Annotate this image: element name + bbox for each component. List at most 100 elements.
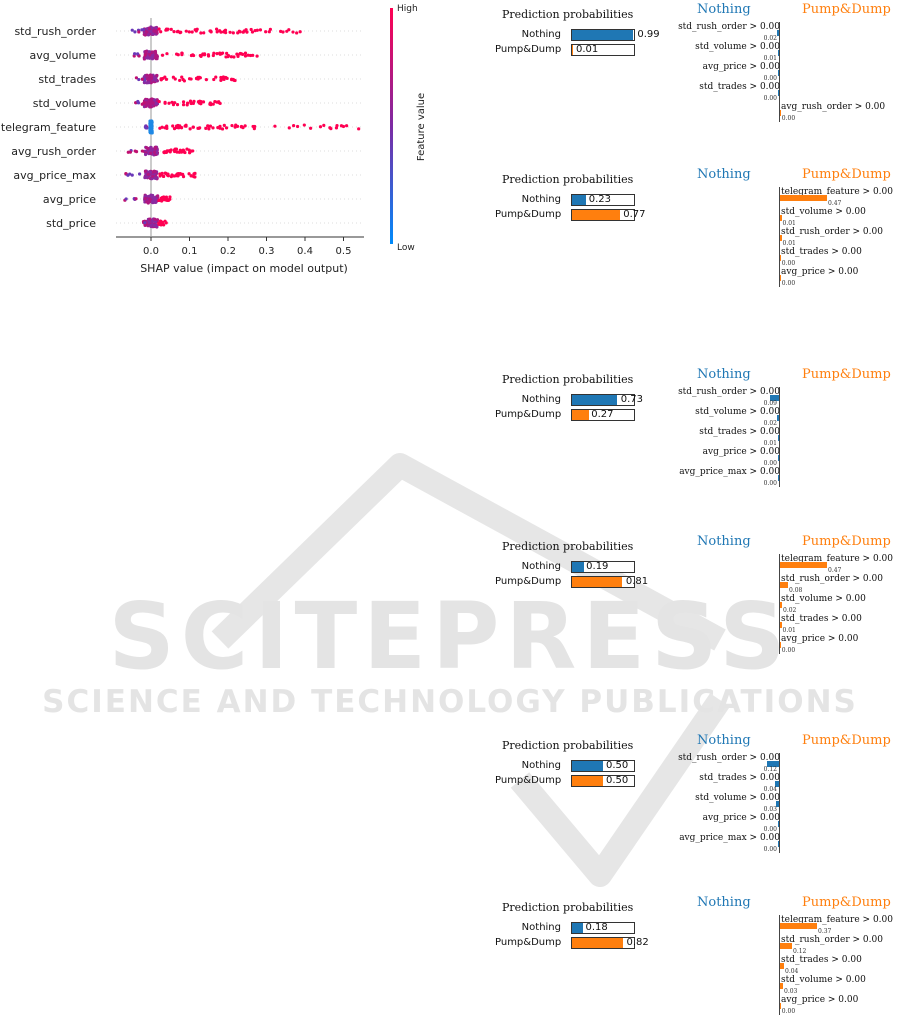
probability-label-nothing: Nothing [521,760,561,771]
feature-bar [767,761,779,767]
shap-feature-label: avg_rush_order [11,145,96,158]
class-header-pump: Pump&Dump [802,534,891,549]
shap-dot [241,30,245,34]
shap-dot [158,174,162,178]
shap-dot [130,173,134,177]
shap-dot [148,103,152,107]
feature-value: 0.47 [828,200,842,207]
shap-dot [148,27,152,31]
shap-dot [150,124,154,128]
shap-dot [243,51,248,55]
shap-dot [159,77,163,81]
shap-dot [185,101,190,105]
feature-bar [780,562,827,568]
shap-dot [145,27,149,31]
feature-value: 0.01 [763,440,777,447]
feature-bar [778,70,779,76]
shap-dot [237,29,241,33]
shap-x-tick-label: 0.0 [143,246,159,257]
probability-label-pump: Pump&Dump [495,209,562,220]
shap-dot [153,176,157,180]
feature-label: std_trades > 0.00 [781,614,862,624]
prediction-probabilities-title: Prediction probabilities [502,8,634,21]
shap-dot [149,77,153,81]
shap-dot [229,55,233,59]
feature-value: 0.02 [763,35,777,42]
feature-value: 0.01 [763,55,777,62]
shap-dot [172,126,177,131]
probability-bar-nothing [571,29,635,41]
explanation-axis [779,554,780,654]
shap-dot [143,53,147,57]
shap-dot [146,172,150,176]
shap-dot [134,197,138,201]
shap-dot [147,50,151,54]
shap-dot [143,176,147,180]
shap-dot [302,123,306,127]
shap-dot [255,54,259,58]
feature-value: 0.08 [789,587,803,594]
shap-dot [235,124,240,129]
shap-dot [172,30,176,34]
feature-value: 0.02 [783,607,797,614]
probability-bar-nothing [571,394,635,406]
shap-dot [208,124,213,128]
explanation-axis [779,187,780,287]
shap-feature-label: avg_volume [30,49,97,62]
shap-dot [165,52,169,56]
watermark-subtitle: SCIENCE AND TECHNOLOGY PUBLICATIONS [42,684,858,720]
shap-dot [155,225,159,229]
shap-dot [335,123,339,128]
shap-dot [193,175,197,179]
probability-label-pump: Pump&Dump [495,409,562,420]
probability-fill [572,562,584,572]
shap-dot [148,128,152,133]
shap-dot [191,125,195,129]
feature-value: 0.00 [781,1008,796,1015]
probability-label-pump: Pump&Dump [495,775,562,786]
shap-dot [222,123,226,127]
feature-label: std_rush_order > 0.00 [678,387,780,397]
probability-bar-nothing [571,922,635,934]
shap-dot [181,148,185,152]
shap-dots [123,25,361,229]
shap-dot [159,30,163,34]
shap-dot [149,29,153,34]
shap-dot [287,126,291,130]
shap-dot [197,101,201,105]
shap-dot [230,123,234,128]
shap-dot [253,124,257,129]
shap-dot [344,124,349,128]
class-header-nothing: Nothing [697,2,751,17]
probability-label-pump: Pump&Dump [495,44,562,55]
shap-dot [124,197,128,201]
shap-dot [148,122,152,126]
probability-value: 0.82 [626,937,649,948]
shap-dot [279,29,283,33]
feature-value: 0.00 [781,115,796,122]
shap-dot [187,77,192,81]
shap-dot [197,126,201,130]
shap-dot [214,75,218,79]
prediction-probabilities-title: Prediction probabilities [502,540,634,553]
shap-dot [175,52,179,56]
shap-dot [211,126,215,130]
shap-feature-label: telegram_feature [1,121,96,134]
watermark-title: SCITEPRESS [108,583,791,690]
feature-value: 0.01 [782,240,796,247]
probability-label-pump: Pump&Dump [495,576,562,587]
probability-fill [572,577,623,587]
lime-panel-6: Prediction probabilities Nothing 0.18 Pump&… [495,893,895,1033]
shap-x-tick-label: 0.1 [182,246,198,257]
shap-dot [152,198,157,202]
shap-dot [153,217,157,221]
shap-dot [170,173,174,177]
shap-dot [225,51,229,55]
shap-dot [199,31,203,35]
shap-x-tick-label: 0.2 [220,246,236,257]
feature-bar [780,275,781,281]
shap-dot [215,30,219,34]
lime-panel-4: Prediction probabilities Nothing 0.19 Pump&… [495,532,895,672]
shap-dot [157,99,161,104]
feature-label: avg_price > 0.00 [702,447,780,457]
